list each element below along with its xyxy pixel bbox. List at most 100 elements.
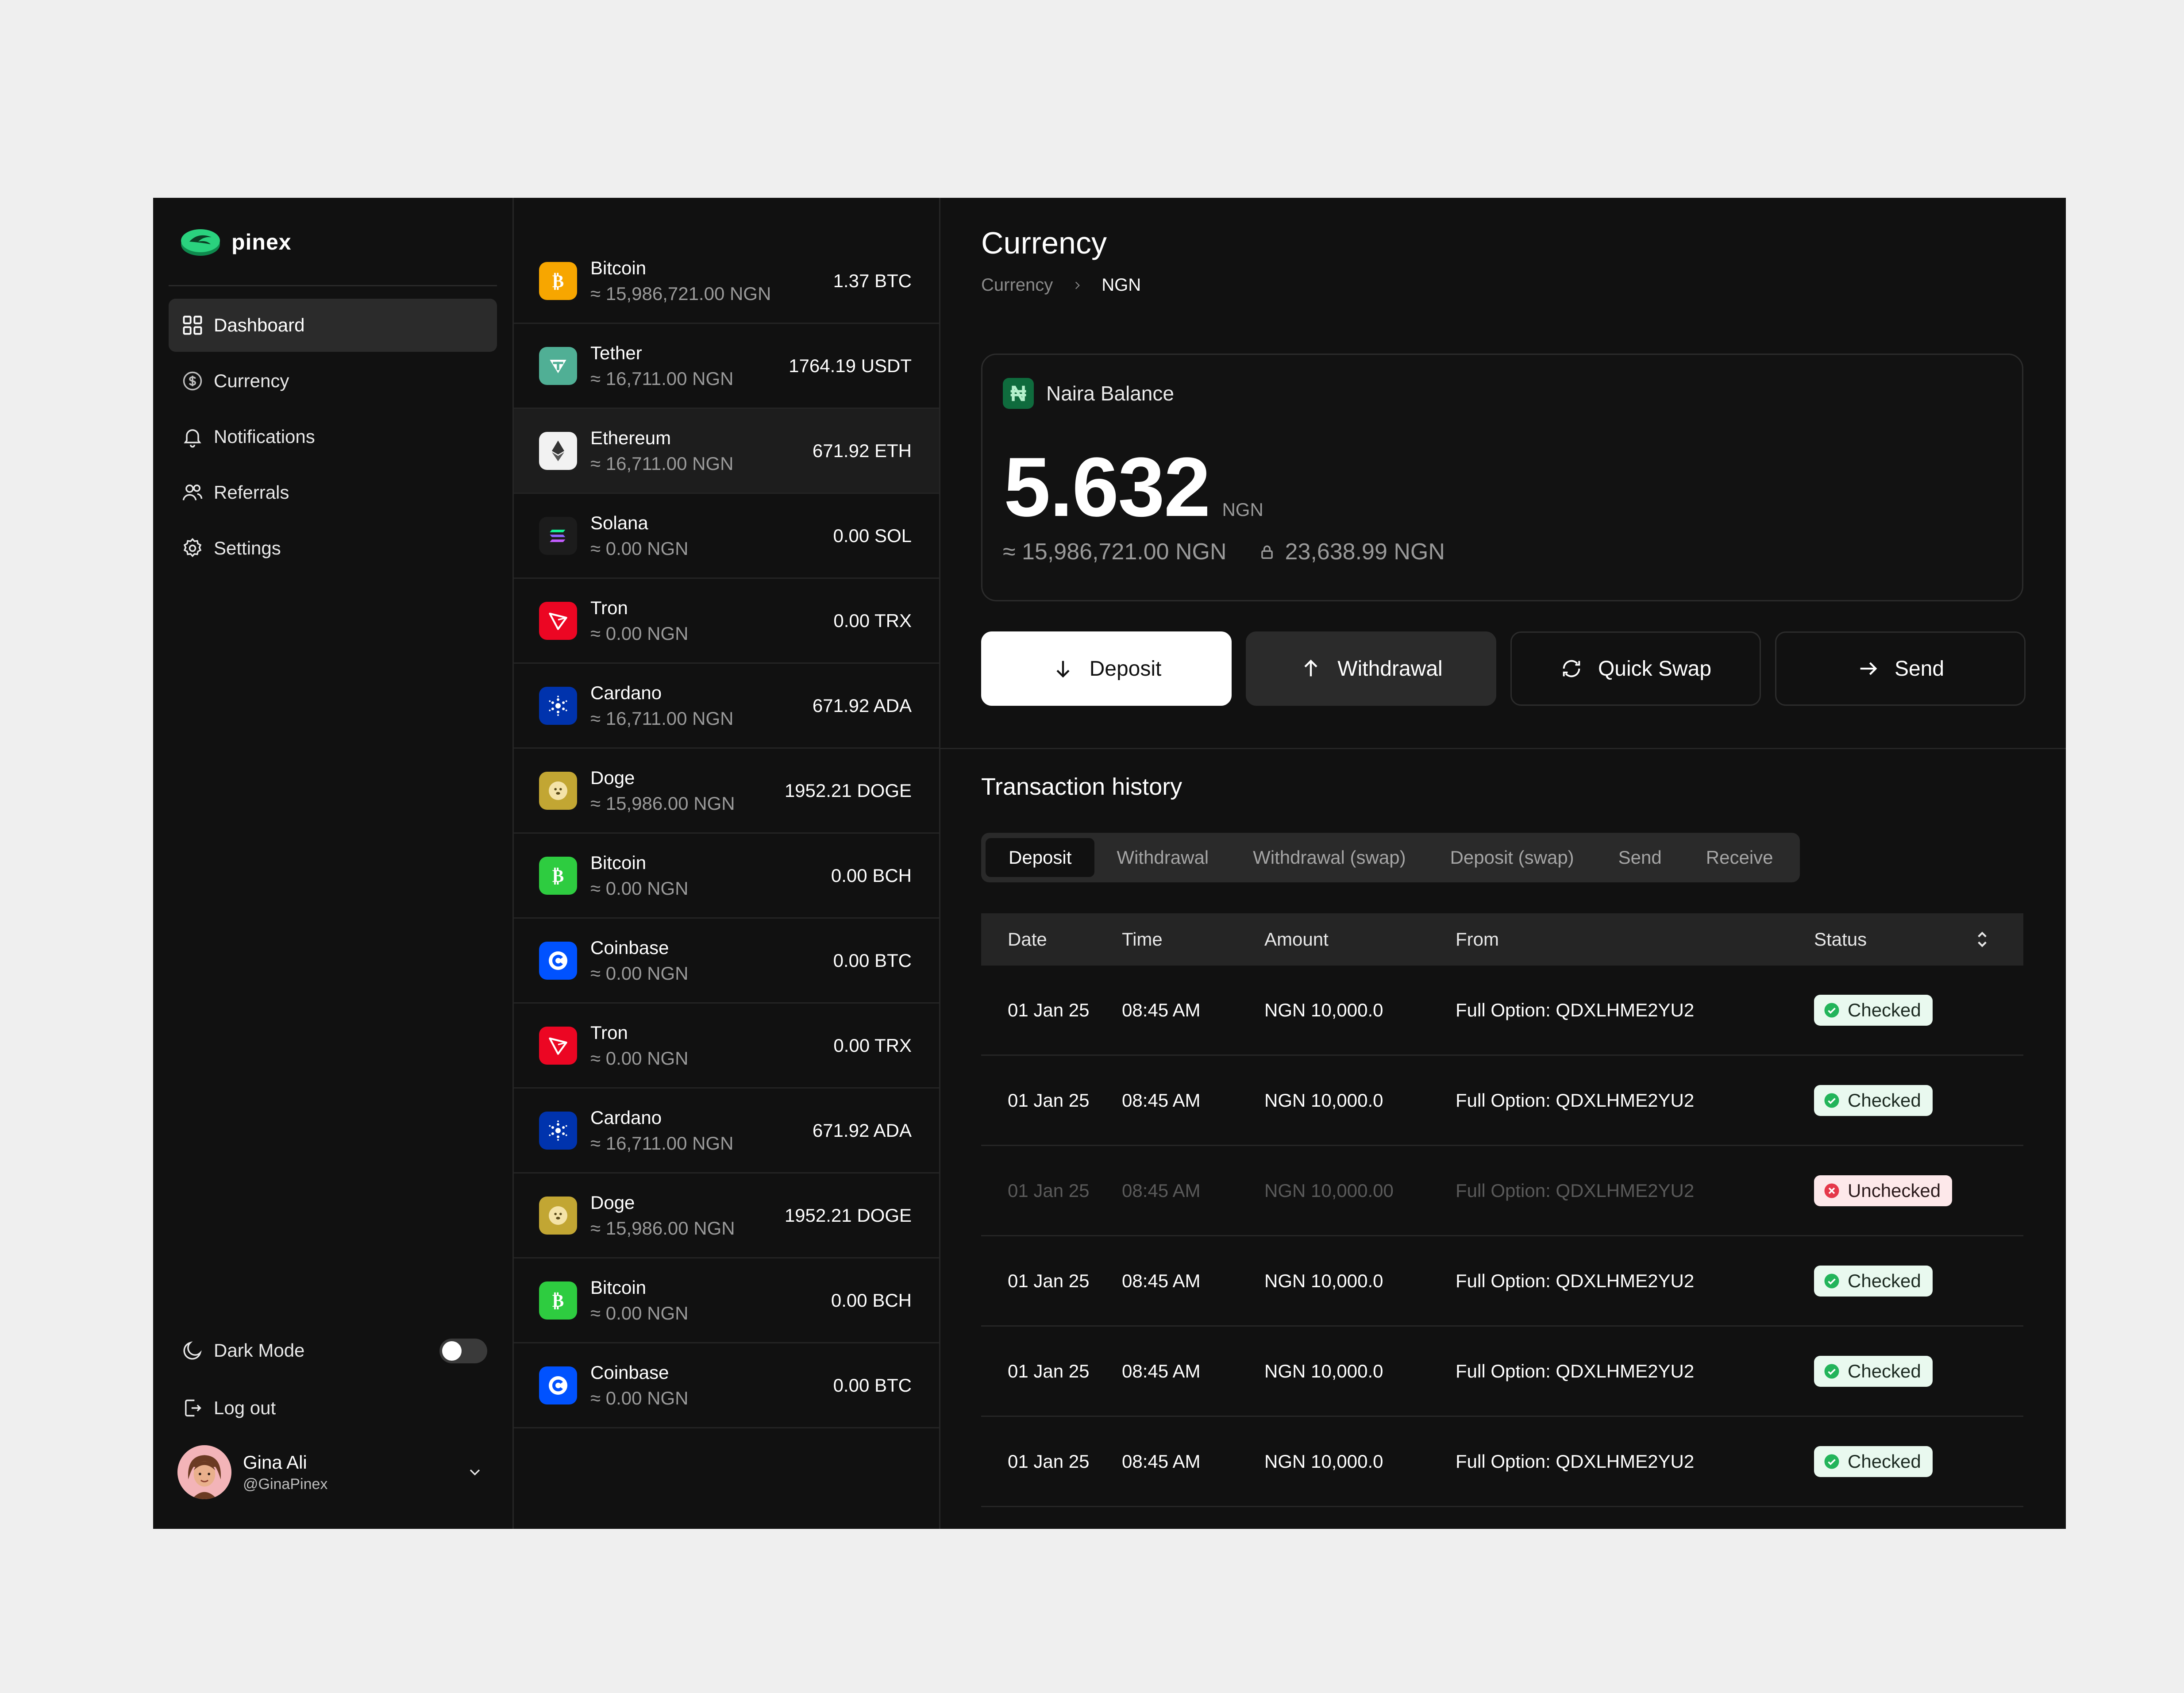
tab-withdrawal-swap[interactable]: Withdrawal (swap) [1253,847,1406,868]
asset-name: Tron [590,597,628,618]
bitcoin-cash-icon: ₿ [539,856,577,895]
balance-currency: NGN [1222,499,1263,520]
status-badge: Checked [1814,1355,1933,1387]
asset-text: Cardano ≈ 16,711.00 NGN [590,1107,813,1154]
tab-send[interactable]: Send [1618,847,1662,868]
tab-receive[interactable]: Receive [1706,847,1773,868]
asset-name: Coinbase [590,937,669,958]
dark-mode-toggle[interactable] [439,1339,487,1363]
sidebar-item-notifications[interactable]: Notifications [169,410,497,463]
cell-date: 01 Jan 25 [1008,1360,1090,1381]
asset-list-item[interactable]: Solana ≈ 0.00 NGN 0.00 SOL [514,494,939,579]
cell-amount: NGN 10,000.0 [1264,1451,1383,1472]
logout-button[interactable]: Log out [169,1379,497,1437]
column-header-time[interactable]: Time [1122,929,1163,950]
asset-fiat-value: ≈ 0.00 NGN [590,1387,689,1408]
sidebar-item-currency[interactable]: Currency [169,354,497,408]
send-button[interactable]: Send [1775,631,2026,706]
check-circle-icon [1824,1003,1839,1017]
asset-name: Cardano [590,682,662,703]
user-handle: @GinaPinex [243,1475,328,1493]
asset-name: Cardano [590,1107,662,1128]
asset-name: Tether [590,342,642,363]
cell-date: 01 Jan 25 [1008,1451,1090,1472]
table-row[interactable]: 01 Jan 25 08:45 AM NGN 10,000.0 Full Option… [981,966,2023,1056]
sidebar-item-settings[interactable]: Settings [169,522,497,575]
user-name: Gina Ali [243,1451,307,1473]
check-circle-icon [1824,1364,1839,1378]
table-row[interactable]: 01 Jan 25 08:45 AM NGN 10,000.0 Full Option… [981,1417,2023,1507]
transaction-history-title: Transaction history [981,773,1183,800]
table-row[interactable]: 01 Jan 25 08:45 AM NGN 10,000.0 Full Option… [981,1327,2023,1417]
asset-amount: 0.00 BCH [831,1289,912,1311]
column-header-status[interactable]: Status [1814,929,1867,950]
asset-list-item[interactable]: Cardano ≈ 16,711.00 NGN 671.92 ADA [514,1089,939,1174]
column-header-date[interactable]: Date [1008,929,1047,950]
user-profile[interactable]: Gina Ali @GinaPinex [169,1441,497,1503]
withdrawal-label: Withdrawal [1337,657,1443,681]
tab-deposit-swap[interactable]: Deposit (swap) [1450,847,1574,868]
table-row[interactable]: 01 Jan 25 08:45 AM NGN 10,000.0 Full Option… [981,1236,2023,1327]
asset-name: Doge [590,767,635,788]
tab-deposit[interactable]: Deposit [986,838,1095,877]
sidebar-item-label: Dashboard [214,315,305,335]
sidebar-item-dashboard[interactable]: Dashboard [169,299,497,352]
asset-text: Doge ≈ 15,986.00 NGN [590,767,785,814]
withdrawal-button[interactable]: Withdrawal [1246,631,1496,706]
logo[interactable]: pinex [180,227,292,258]
asset-list-item[interactable]: Doge ≈ 15,986.00 NGN 1952.21 DOGE [514,749,939,834]
asset-list-item[interactable]: Tron ≈ 0.00 NGN 0.00 TRX [514,579,939,664]
main-content: Currency Currency NGN ₦ Naira Balance 5.… [940,198,2066,1529]
sort-icon[interactable] [1971,928,1993,950]
check-circle-icon [1824,1274,1839,1288]
table-row[interactable]: 01 Jan 25 08:45 AM NGN 10,000.00 Full Optio… [981,1146,2023,1236]
sidebar-item-referrals[interactable]: Referrals [169,466,497,519]
column-header-from[interactable]: From [1456,929,1499,950]
table-row[interactable]: 01 Jan 25 08:45 AM NGN 10,000.0 Full Option… [981,1056,2023,1146]
asset-list-item[interactable]: Tron ≈ 0.00 NGN 0.00 TRX [514,1004,939,1089]
cell-amount: NGN 10,000.0 [1264,1360,1383,1381]
doge-icon [539,1196,577,1235]
asset-list-item[interactable]: Coinbase ≈ 0.00 NGN 0.00 BTC [514,1343,939,1428]
tab-withdrawal[interactable]: Withdrawal [1117,847,1209,868]
asset-list-item[interactable]: Coinbase ≈ 0.00 NGN 0.00 BTC [514,919,939,1004]
deposit-button[interactable]: Deposit [981,631,1232,706]
lock-icon [1261,545,1273,559]
svg-text:₿: ₿ [552,1291,564,1311]
asset-name: Tron [590,1022,628,1043]
asset-fiat-value: ≈ 0.00 NGN [590,877,689,899]
cell-from: Full Option: QDXLHME2YU2 [1456,1180,1695,1201]
breadcrumb-item-currency[interactable]: Currency [981,275,1053,295]
chevron-down-icon[interactable] [466,1463,484,1481]
asset-name: Bitcoin [590,257,647,278]
status-badge: Unchecked [1814,1175,1953,1206]
asset-text: Coinbase ≈ 0.00 NGN [590,1362,833,1409]
asset-list-item[interactable]: Cardano ≈ 16,711.00 NGN 671.92 ADA [514,664,939,749]
cell-from: Full Option: QDXLHME2YU2 [1456,1270,1695,1291]
sidebar-divider [169,285,497,286]
asset-list-item[interactable]: ₿ Bitcoin ≈ 0.00 NGN 0.00 BCH [514,1258,939,1343]
status-text: Unchecked [1848,1180,1941,1201]
cell-amount: NGN 10,000.0 [1264,1089,1383,1111]
asset-name: Bitcoin [590,1277,647,1298]
breadcrumb: Currency NGN [981,275,1141,295]
asset-text: Cardano ≈ 16,711.00 NGN [590,682,813,729]
column-header-amount[interactable]: Amount [1264,929,1329,950]
status-badge: Checked [1814,1446,1933,1477]
asset-list-item[interactable]: Doge ≈ 15,986.00 NGN 1952.21 DOGE [514,1174,939,1258]
asset-list-item[interactable]: ₿ Bitcoin ≈ 15,986,721.00 NGN 1.37 BTC [514,239,939,324]
asset-text: Bitcoin ≈ 15,986,721.00 NGN [590,258,833,304]
bell-icon [181,425,204,448]
asset-text: Bitcoin ≈ 0.00 NGN [590,852,831,899]
sidebar-item-label: Referrals [214,482,289,503]
status-text: Checked [1848,999,1921,1020]
arrow-up-icon [1304,659,1317,677]
transaction-table: Date Time Amount From Status 01 Jan 25 08… [981,913,2023,1507]
cell-time: 08:45 AM [1122,1089,1201,1111]
quick-swap-button[interactable]: Quick Swap [1510,631,1761,706]
balance-label: Naira Balance [1046,382,1174,405]
cardano-icon [539,686,577,725]
asset-list-item[interactable]: Ethereum ≈ 16,711.00 NGN 671.92 ETH [514,409,939,494]
asset-list-item[interactable]: ₿ Bitcoin ≈ 0.00 NGN 0.00 BCH [514,834,939,919]
asset-list-item[interactable]: Tether ≈ 16,711.00 NGN 1764.19 USDT [514,324,939,409]
